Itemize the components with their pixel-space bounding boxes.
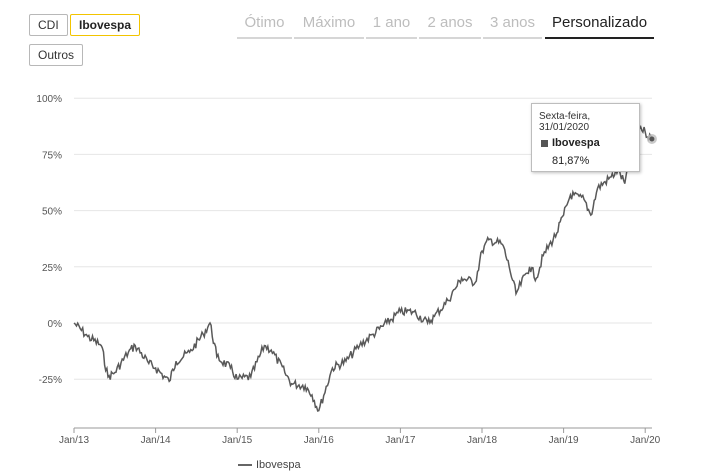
y-axis-labels: 100% 75% 50% 25% 0% -25% xyxy=(36,94,62,386)
y-tick-label: 100% xyxy=(36,94,62,105)
tooltip-series-name: Ibovespa xyxy=(552,137,600,149)
x-axis: Jan/13 Jan/14 Jan/15 Jan/16 Jan/17 Jan/18 Jan/… xyxy=(59,427,661,446)
x-tick-label: Jan/15 xyxy=(222,435,252,446)
y-tick-label: 25% xyxy=(42,263,62,274)
tab-maximo[interactable]: Máximo xyxy=(294,12,364,39)
x-tick-label: Jan/20 xyxy=(630,435,660,446)
legend-line-icon xyxy=(238,464,252,467)
x-tick-label: Jan/17 xyxy=(385,435,415,446)
ibovespa-series-line xyxy=(73,124,653,412)
outros-button[interactable]: Outros xyxy=(29,44,84,66)
y-tick-label: 0% xyxy=(48,319,63,330)
x-tick-label: Jan/14 xyxy=(141,435,171,446)
y-tick-label: 75% xyxy=(42,150,62,161)
legend-label: Ibovespa xyxy=(256,459,301,471)
x-tick-label: Jan/13 xyxy=(59,435,89,446)
hover-point-dot xyxy=(649,136,655,142)
ibovespa-button[interactable]: Ibovespa xyxy=(70,14,141,36)
tab-2-anos[interactable]: 2 anos xyxy=(419,12,481,39)
y-tick-label: -25% xyxy=(39,375,62,386)
chart-legend[interactable]: Ibovespa xyxy=(238,459,301,471)
y-tick-label: 50% xyxy=(42,207,62,218)
x-tick-label: Jan/16 xyxy=(304,435,334,446)
tab-1-ano[interactable]: 1 ano xyxy=(366,12,417,39)
tab-3-anos[interactable]: 3 anos xyxy=(483,12,542,39)
x-tick-label: Jan/19 xyxy=(549,435,579,446)
tooltip-date: Sexta-feira, 31/01/2020 xyxy=(539,111,591,133)
chart-grid xyxy=(74,97,652,380)
cdi-button[interactable]: CDI xyxy=(29,14,68,36)
tooltip-series-swatch xyxy=(541,140,548,147)
tab-personalizado[interactable]: Personalizado xyxy=(545,12,654,39)
tooltip-value: 81,87% xyxy=(552,155,590,167)
chart-tooltip: Sexta-feira, 31/01/2020 Ibovespa 81,87% xyxy=(531,103,640,172)
tab-otimo[interactable]: Ótimo xyxy=(237,12,292,39)
x-tick-label: Jan/18 xyxy=(467,435,497,446)
